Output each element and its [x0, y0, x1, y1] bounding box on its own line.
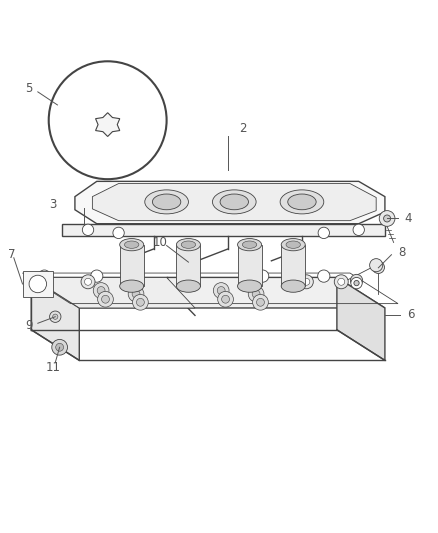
Circle shape [82, 224, 94, 236]
Text: 2: 2 [239, 123, 246, 135]
Circle shape [379, 211, 395, 227]
Ellipse shape [120, 239, 144, 251]
Ellipse shape [120, 280, 144, 292]
Circle shape [299, 275, 313, 289]
Circle shape [33, 275, 47, 289]
Circle shape [351, 277, 362, 289]
Circle shape [56, 343, 64, 351]
Circle shape [338, 278, 345, 285]
Text: 4: 4 [405, 212, 412, 225]
Circle shape [213, 282, 229, 298]
Polygon shape [31, 277, 79, 360]
Circle shape [128, 286, 144, 302]
Circle shape [318, 270, 330, 282]
Ellipse shape [177, 239, 201, 251]
Polygon shape [31, 277, 385, 308]
Circle shape [384, 215, 391, 222]
Circle shape [334, 275, 348, 289]
Text: 11: 11 [46, 361, 60, 374]
Circle shape [133, 294, 148, 310]
Circle shape [93, 282, 109, 298]
Polygon shape [62, 224, 385, 236]
Circle shape [53, 314, 58, 319]
Circle shape [248, 286, 264, 302]
Ellipse shape [145, 190, 188, 214]
Polygon shape [22, 271, 53, 297]
Ellipse shape [212, 190, 256, 214]
Circle shape [52, 340, 67, 355]
Circle shape [217, 287, 225, 294]
Circle shape [132, 290, 140, 298]
Circle shape [353, 224, 364, 236]
Circle shape [97, 287, 105, 294]
Polygon shape [75, 181, 385, 224]
Circle shape [85, 278, 92, 285]
Ellipse shape [237, 280, 261, 292]
Circle shape [350, 274, 363, 287]
Circle shape [222, 295, 230, 303]
Text: 9: 9 [25, 319, 33, 332]
Circle shape [218, 292, 233, 307]
Ellipse shape [281, 280, 305, 292]
Circle shape [49, 311, 61, 322]
Text: 8: 8 [398, 246, 406, 259]
Polygon shape [281, 245, 305, 286]
Polygon shape [337, 277, 385, 360]
Polygon shape [120, 245, 144, 286]
Ellipse shape [152, 194, 181, 210]
Ellipse shape [242, 241, 257, 248]
Circle shape [303, 278, 310, 285]
Ellipse shape [220, 194, 248, 210]
Text: 10: 10 [152, 236, 167, 249]
Circle shape [257, 298, 265, 306]
Circle shape [252, 290, 260, 298]
Circle shape [36, 278, 43, 285]
Ellipse shape [237, 239, 261, 251]
Circle shape [372, 261, 385, 273]
Circle shape [318, 227, 329, 239]
Circle shape [29, 275, 46, 293]
Circle shape [354, 280, 359, 286]
Ellipse shape [288, 194, 316, 210]
Polygon shape [177, 245, 201, 286]
Ellipse shape [177, 280, 201, 292]
Circle shape [113, 227, 124, 239]
Circle shape [137, 298, 145, 306]
Polygon shape [95, 112, 120, 136]
Circle shape [91, 270, 103, 282]
Ellipse shape [124, 241, 139, 248]
Circle shape [98, 292, 113, 307]
Circle shape [102, 295, 110, 303]
Ellipse shape [281, 239, 305, 251]
Text: 6: 6 [407, 308, 414, 321]
Circle shape [257, 270, 269, 282]
Polygon shape [31, 277, 195, 308]
Polygon shape [92, 183, 376, 221]
Circle shape [370, 259, 383, 272]
Polygon shape [237, 245, 261, 286]
Circle shape [81, 275, 95, 289]
Text: 3: 3 [49, 198, 57, 211]
Ellipse shape [286, 241, 300, 248]
Ellipse shape [280, 190, 324, 214]
Circle shape [38, 270, 50, 282]
Ellipse shape [181, 241, 196, 248]
Text: 7: 7 [8, 248, 15, 261]
Text: 5: 5 [25, 82, 33, 95]
Circle shape [253, 294, 268, 310]
